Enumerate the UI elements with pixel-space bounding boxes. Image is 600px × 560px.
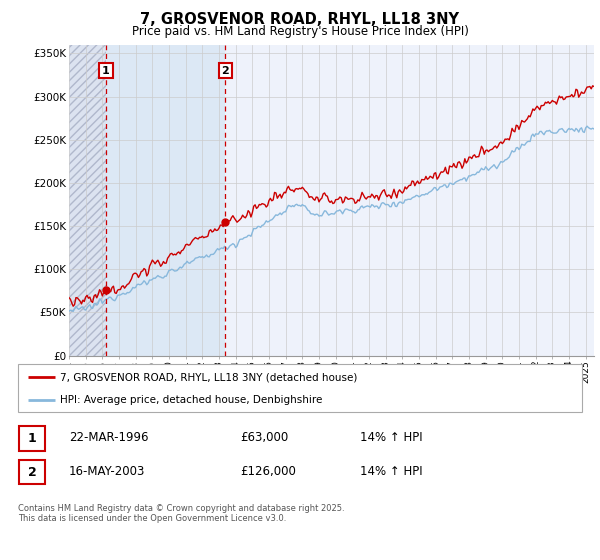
Text: Contains HM Land Registry data © Crown copyright and database right 2025.
This d: Contains HM Land Registry data © Crown c… <box>18 504 344 524</box>
Text: £63,000: £63,000 <box>240 431 288 445</box>
Text: 7, GROSVENOR ROAD, RHYL, LL18 3NY: 7, GROSVENOR ROAD, RHYL, LL18 3NY <box>140 12 460 27</box>
Bar <box>106 45 225 356</box>
Text: 1: 1 <box>102 66 110 76</box>
Text: HPI: Average price, detached house, Denbighshire: HPI: Average price, detached house, Denb… <box>60 395 323 405</box>
Text: 2: 2 <box>28 465 37 479</box>
Bar <box>69 45 106 356</box>
Text: 14% ↑ HPI: 14% ↑ HPI <box>360 431 422 445</box>
Text: 1: 1 <box>28 432 37 445</box>
Text: 7, GROSVENOR ROAD, RHYL, LL18 3NY (detached house): 7, GROSVENOR ROAD, RHYL, LL18 3NY (detac… <box>60 372 358 382</box>
Text: Price paid vs. HM Land Registry's House Price Index (HPI): Price paid vs. HM Land Registry's House … <box>131 25 469 38</box>
Text: 16-MAY-2003: 16-MAY-2003 <box>69 465 145 478</box>
Text: £126,000: £126,000 <box>240 465 296 478</box>
Text: 14% ↑ HPI: 14% ↑ HPI <box>360 465 422 478</box>
Text: 22-MAR-1996: 22-MAR-1996 <box>69 431 149 445</box>
Text: 2: 2 <box>221 66 229 76</box>
